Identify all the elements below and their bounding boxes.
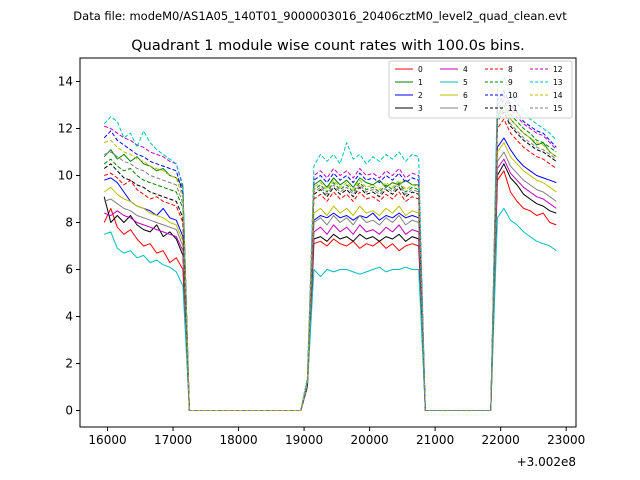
legend-label-3: 3 [418,104,423,113]
legend-label-6: 6 [463,91,468,100]
y-tick-label: 2 [65,357,73,371]
axes-layer: 16000 17000 18000 19000 20000 21000 22000 23000… [58,75,586,447]
x-tick-label: 18000 [219,433,257,447]
x-tick-label: 16000 [88,433,126,447]
chart-title: Quadrant 1 module wise count rates with … [131,38,525,54]
legend-label-1: 1 [418,78,423,87]
y-tick-label: 12 [58,122,73,136]
y-tick-label: 0 [65,404,73,418]
x-tick-label: 17000 [154,433,192,447]
legend-label-13: 13 [553,78,563,87]
legend-box [388,60,573,119]
y-tick-label: 14 [58,75,73,89]
legend-label-15: 15 [553,104,563,113]
plot-frame [79,57,577,428]
x-tick-label: 21000 [416,433,454,447]
series-line-15 [104,109,557,411]
legend-label-5: 5 [463,78,468,87]
legend-label-7: 7 [463,104,468,113]
series-layer [103,76,557,411]
y-tick-label: 4 [65,310,73,324]
legend-label-0: 0 [418,65,423,74]
series-line-9 [103,99,557,411]
x-offset-label: +3.002e8 [517,455,576,469]
legend-label-9: 9 [508,78,513,87]
y-tick-label: 10 [58,169,73,183]
legend-label-11: 11 [508,104,518,113]
x-tick-label: 19000 [285,433,323,447]
legend-label-12: 12 [553,65,563,74]
legend-label-4: 4 [463,65,468,74]
y-tick-label: 6 [65,263,73,277]
legend-label-14: 14 [553,91,563,100]
x-tick-label: 23000 [547,433,585,447]
legend-label-8: 8 [508,65,513,74]
legend-label-2: 2 [418,91,423,100]
x-tick-label: 22000 [482,433,520,447]
legend-label-10: 10 [508,91,518,100]
y-tick-label: 8 [65,216,73,230]
x-tick-label: 20000 [351,433,389,447]
data-file-header: Data file: modeM0/AS1A05_140T01_90000030… [73,9,567,23]
